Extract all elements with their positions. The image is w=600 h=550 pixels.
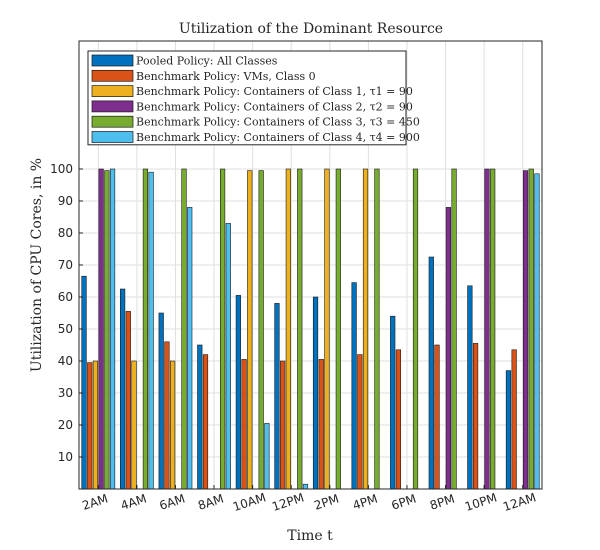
chart-title: Utilization of the Dominant Resource <box>179 21 443 37</box>
x-tick-label: 8AM <box>196 491 225 512</box>
bar <box>324 168 330 490</box>
bar <box>357 354 363 490</box>
bar <box>428 256 434 490</box>
bar <box>351 282 357 490</box>
bar <box>318 359 324 490</box>
y-tick-label: 100 <box>50 162 73 176</box>
bar <box>445 207 451 490</box>
y-tick-label: 40 <box>58 354 73 368</box>
y-tick-label: 60 <box>58 290 73 304</box>
legend-label: Benchmark Policy: Containers of Class 4,… <box>136 131 420 144</box>
bar <box>395 349 402 490</box>
x-tick-label: 10PM <box>463 490 499 513</box>
y-tick-label: 90 <box>58 194 73 208</box>
bar <box>390 315 396 490</box>
x-tick-label: 6PM <box>390 492 418 513</box>
bar <box>335 168 341 490</box>
bar <box>164 341 170 490</box>
bar <box>434 344 440 490</box>
y-tick-label: 70 <box>58 258 73 272</box>
bar <box>412 168 419 490</box>
legend-label: Benchmark Policy: Containers of Class 3,… <box>136 116 420 129</box>
legend-swatch <box>91 85 134 97</box>
bar <box>297 168 303 490</box>
bar <box>374 168 380 490</box>
legend-box <box>87 50 407 146</box>
legend: Pooled Policy: All Classes Benchmark Poli… <box>87 50 420 146</box>
legend-swatch <box>91 115 134 128</box>
bar <box>181 168 187 490</box>
legend-label: Benchmark Policy: VMs, Class 0 <box>136 70 316 83</box>
legend-swatch <box>91 69 134 82</box>
bar <box>467 285 473 490</box>
bar <box>158 312 164 490</box>
x-tick-label: 8PM <box>428 492 456 513</box>
bar <box>187 207 193 490</box>
y-axis: 10 20 30 40 50 60 70 80 90 100 <box>50 162 83 464</box>
x-tick-label: 4PM <box>351 492 379 513</box>
x-axis-label: Time t <box>287 528 333 544</box>
x-tick-label: 12PM <box>270 490 306 513</box>
bar <box>197 344 203 490</box>
legend-swatch <box>91 131 134 143</box>
bar <box>505 370 512 490</box>
bar <box>120 288 126 490</box>
bar <box>258 170 264 490</box>
bar <box>148 171 154 490</box>
x-tick-label: 12AM <box>501 490 538 514</box>
bars <box>81 168 540 490</box>
bar <box>312 296 319 490</box>
y-axis-label: Utilization of CPU Cores, in % <box>29 158 45 372</box>
x-tick-label: 6AM <box>158 491 187 512</box>
bar <box>511 349 517 490</box>
legend-label: Benchmark Policy: Containers of Class 1,… <box>136 85 413 98</box>
bar <box>302 483 309 490</box>
bar <box>274 303 280 490</box>
bar <box>131 360 137 490</box>
bar <box>264 423 270 490</box>
bar <box>522 170 529 490</box>
bar <box>87 362 93 490</box>
bar <box>451 168 457 490</box>
bar <box>247 170 253 490</box>
bar <box>202 354 209 490</box>
bar <box>285 168 291 490</box>
bar <box>170 360 176 490</box>
y-tick-label: 80 <box>58 226 73 240</box>
bar <box>241 359 247 490</box>
legend-label: Benchmark Policy: Containers of Class 2,… <box>136 100 413 113</box>
bar <box>225 223 231 490</box>
bar <box>142 168 149 490</box>
bar <box>109 168 116 490</box>
bar <box>235 295 241 490</box>
bar <box>219 168 226 490</box>
bar <box>125 311 131 490</box>
bar <box>534 173 540 490</box>
bar <box>528 168 534 490</box>
bar <box>484 168 490 490</box>
x-axis-label-text: Time t <box>287 528 333 544</box>
legend-swatch <box>91 100 134 113</box>
legend-swatch <box>91 54 134 67</box>
y-tick-label: 50 <box>58 322 73 336</box>
x-tick-label: 2AM <box>80 491 109 512</box>
bar <box>490 168 496 490</box>
bar <box>362 168 369 490</box>
bar <box>104 170 110 490</box>
y-tick-label: 20 <box>58 418 73 432</box>
x-tick-label: 2PM <box>312 492 340 513</box>
bar <box>280 360 286 490</box>
x-tick-label: 4AM <box>119 491 148 512</box>
y-tick-label: 30 <box>58 386 73 400</box>
bar <box>98 168 104 490</box>
bar <box>472 343 479 490</box>
legend-label: Pooled Policy: All Classes <box>136 55 278 68</box>
y-tick-label: 10 <box>58 450 73 464</box>
x-tick-label: 10AM <box>231 490 268 514</box>
bar <box>92 360 99 490</box>
